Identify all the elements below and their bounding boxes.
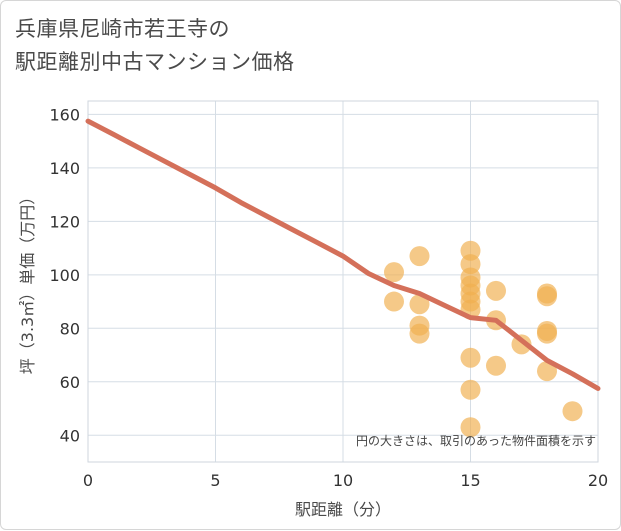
y-tick-labels: 40 60 80 100 120 140 160 (49, 105, 80, 445)
bubbles (384, 240, 583, 438)
data-bubble (384, 262, 404, 283)
chart-title-line1: 兵庫県尼崎市若王寺の (15, 17, 230, 41)
data-bubble (537, 361, 557, 382)
x-axis-label: 駅距離（分） (295, 500, 391, 519)
y-tick-label: 160 (49, 105, 80, 124)
data-bubble (537, 323, 557, 344)
y-tick-label: 100 (49, 266, 80, 285)
chart-title: 兵庫県尼崎市若王寺の 駅距離別中古マンション価格 (15, 13, 295, 79)
chart-title-line2: 駅距離別中古マンション価格 (15, 50, 295, 74)
data-bubble (562, 401, 583, 422)
bubble-size-note: 円の大きさは、取引のあった物件面積を示す (356, 433, 596, 448)
data-bubble (537, 286, 557, 307)
y-tick-label: 80 (60, 319, 80, 338)
y-axis-label: 坪（3.3㎡）単価（万円） (18, 189, 37, 374)
data-bubble (460, 417, 481, 438)
y-tick-label: 140 (49, 159, 80, 178)
x-tick-label: 15 (460, 471, 480, 490)
data-bubble (409, 294, 430, 315)
data-bubble (486, 355, 506, 376)
x-tick-label: 5 (210, 471, 220, 490)
trend-line (85, 118, 601, 391)
y-tick-label: 40 (60, 426, 80, 445)
x-tick-label: 20 (588, 471, 608, 490)
x-tick-label: 0 (83, 471, 93, 490)
plot-area (87, 100, 599, 463)
y-tick-label: 60 (60, 373, 80, 392)
x-tick-label: 10 (333, 471, 353, 490)
data-bubble (384, 291, 404, 312)
data-bubble (409, 323, 430, 344)
data-bubble (460, 347, 481, 368)
y-tick-label: 120 (49, 212, 80, 231)
data-bubble (460, 379, 481, 400)
data-bubble (409, 246, 430, 267)
x-tick-labels: 0 5 10 15 20 (83, 471, 608, 490)
data-bubble (486, 280, 506, 301)
grid-lines (87, 101, 599, 462)
